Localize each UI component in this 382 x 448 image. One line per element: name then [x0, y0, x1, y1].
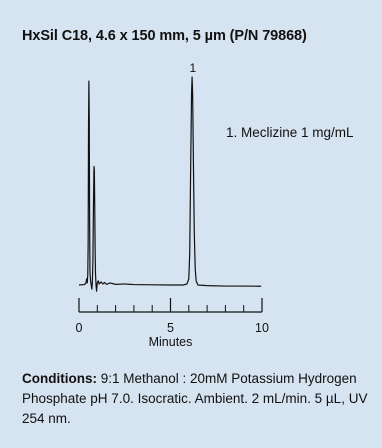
- conditions-label: Conditions:: [22, 371, 97, 386]
- conditions-body: 9:1 Methanol : 20mM Potassium Hydrogen P…: [22, 371, 368, 426]
- x-tick-label-1: 5: [167, 321, 174, 335]
- conditions-text: Conditions: 9:1 Methanol : 20mM Potassiu…: [22, 369, 372, 429]
- chart-title: HxSil C18, 4.6 x 150 mm, 5 µm (P/N 79868…: [22, 28, 307, 44]
- x-tick-label-2: 10: [255, 321, 269, 335]
- trace-line-0: [78, 76, 262, 292]
- x-tick-label-0: 0: [76, 321, 83, 335]
- peak-label-layer: 1: [189, 61, 196, 75]
- x-axis: 0 5 10 Minutes: [76, 298, 269, 349]
- trace-layer: [78, 76, 262, 292]
- peak-label-0: 1: [189, 61, 196, 75]
- legend-entry: 1. Meclizine 1 mg/mL: [226, 125, 354, 140]
- x-axis-title: Minutes: [149, 335, 193, 349]
